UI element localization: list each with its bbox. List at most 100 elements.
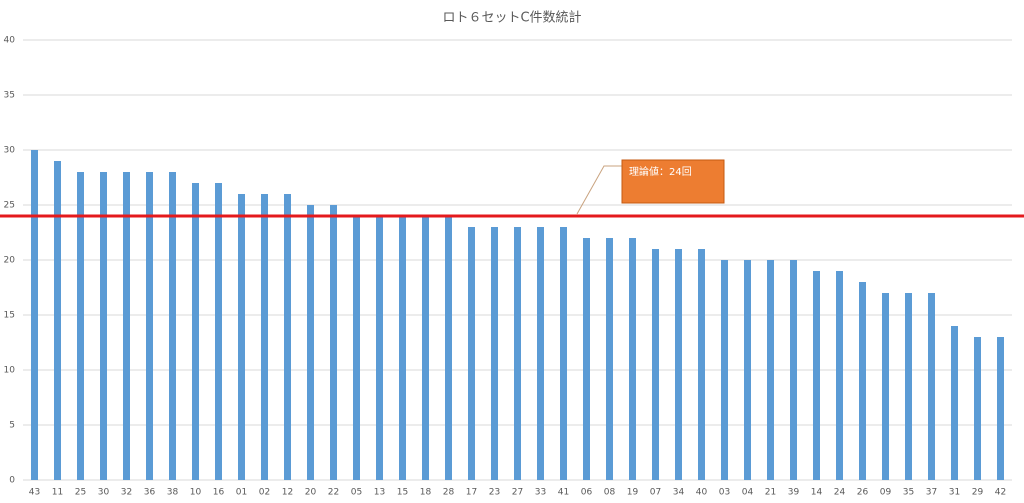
bar: [997, 337, 1004, 480]
x-tick-label: 23: [489, 488, 500, 498]
x-tick-label: 06: [581, 488, 593, 498]
x-tick-label: 34: [673, 488, 685, 498]
x-tick-label: 19: [627, 488, 639, 498]
bar: [307, 205, 314, 480]
x-tick-label: 35: [903, 488, 914, 498]
x-tick-label: 09: [880, 488, 892, 498]
x-tick-label: 15: [397, 488, 408, 498]
bar: [767, 260, 774, 480]
bar: [468, 227, 475, 480]
x-tick-label: 07: [650, 488, 661, 498]
bar: [77, 172, 84, 480]
x-tick-label: 30: [98, 488, 110, 498]
x-tick-label: 14: [811, 488, 823, 498]
y-tick-label: 40: [4, 36, 16, 46]
x-tick-label: 13: [374, 488, 385, 498]
x-tick-label: 11: [52, 488, 63, 498]
bar: [560, 227, 567, 480]
x-tick-label: 10: [190, 488, 202, 498]
bar: [514, 227, 521, 480]
y-tick-label: 5: [9, 421, 15, 431]
bar: [422, 216, 429, 480]
bar: [169, 172, 176, 480]
x-tick-label: 21: [765, 488, 776, 498]
x-tick-label: 41: [558, 488, 569, 498]
x-tick-label: 26: [857, 488, 869, 498]
bar: [629, 238, 636, 480]
x-tick-label: 42: [995, 488, 1006, 498]
y-tick-label: 15: [4, 311, 15, 321]
bar: [721, 260, 728, 480]
x-tick-label: 08: [604, 488, 616, 498]
bar: [583, 238, 590, 480]
annotation-box: [621, 159, 725, 204]
x-tick-label: 32: [121, 488, 132, 498]
x-tick-label: 24: [834, 488, 846, 498]
bar: [813, 271, 820, 480]
x-tick-label: 17: [466, 488, 477, 498]
x-tick-label: 12: [282, 488, 293, 498]
x-tick-label: 16: [213, 488, 225, 498]
x-tick-label: 43: [29, 488, 40, 498]
y-tick-label: 0: [9, 476, 15, 486]
annotation-leader: [576, 165, 622, 215]
x-tick-label: 25: [75, 488, 86, 498]
annotation-text: 理論値：24回: [629, 165, 692, 178]
bar: [399, 216, 406, 480]
bar: [836, 271, 843, 480]
bar: [905, 293, 912, 480]
x-tick-label: 02: [259, 488, 270, 498]
bar: [744, 260, 751, 480]
x-tick-label: 33: [535, 488, 546, 498]
x-tick-label: 29: [972, 488, 984, 498]
bar: [537, 227, 544, 480]
x-tick-label: 36: [144, 488, 156, 498]
bar: [123, 172, 130, 480]
bar: [859, 282, 866, 480]
bar: [882, 293, 889, 480]
bar: [974, 337, 981, 480]
bar: [215, 183, 222, 480]
y-tick-label: 10: [4, 366, 16, 376]
bar: [698, 249, 705, 480]
x-tick-label: 05: [351, 488, 362, 498]
x-tick-label: 27: [512, 488, 523, 498]
bar: [31, 150, 38, 480]
x-tick-label: 18: [420, 488, 432, 498]
x-tick-label: 22: [328, 488, 339, 498]
x-tick-label: 31: [949, 488, 960, 498]
bar: [652, 249, 659, 480]
x-tick-label: 40: [696, 488, 708, 498]
x-tick-label: 28: [443, 488, 455, 498]
bar: [376, 216, 383, 480]
bar: [284, 194, 291, 480]
bar: [238, 194, 245, 480]
bar: [928, 293, 935, 480]
bar: [951, 326, 958, 480]
bar: [54, 161, 61, 480]
x-tick-label: 38: [167, 488, 179, 498]
bar: [330, 205, 337, 480]
y-tick-label: 20: [4, 256, 16, 266]
bar: [100, 172, 107, 480]
bar: [146, 172, 153, 480]
bar: [353, 216, 360, 480]
bar: [192, 183, 199, 480]
bar: [491, 227, 498, 480]
x-tick-label: 01: [236, 488, 247, 498]
bar: [675, 249, 682, 480]
bar: [445, 216, 452, 480]
x-tick-label: 03: [719, 488, 730, 498]
bar: [261, 194, 268, 480]
y-tick-label: 35: [4, 91, 15, 101]
y-tick-label: 30: [4, 146, 16, 156]
x-tick-label: 04: [742, 488, 754, 498]
bar: [606, 238, 613, 480]
bar: [790, 260, 797, 480]
x-tick-label: 37: [926, 488, 937, 498]
y-tick-label: 25: [4, 201, 15, 211]
chart-title: ロト６セットC件数統計: [442, 10, 581, 26]
x-tick-label: 20: [305, 488, 317, 498]
